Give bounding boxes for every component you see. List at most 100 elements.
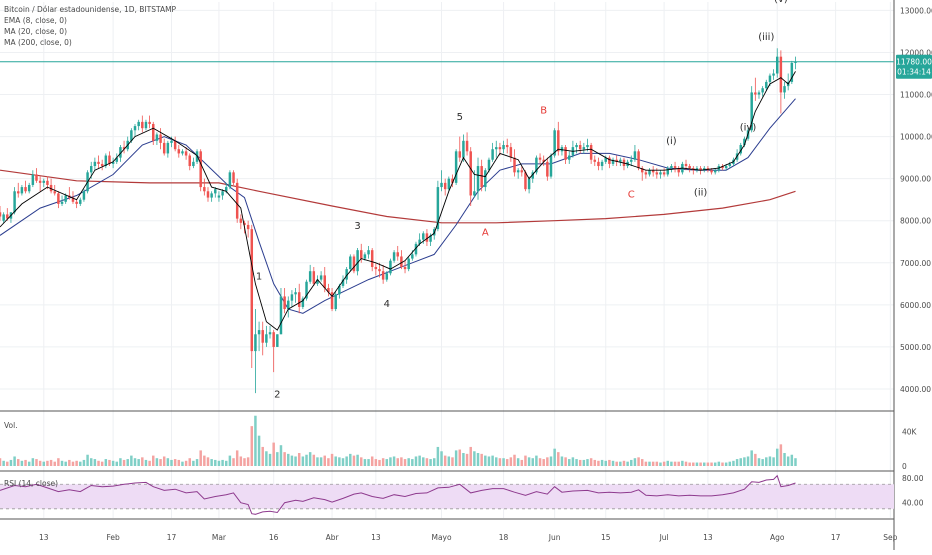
candle-body (779, 56, 783, 93)
volume-bar (546, 457, 549, 466)
candle-body (297, 292, 301, 307)
candle-body (553, 130, 556, 156)
volume-bar (38, 460, 42, 466)
time-tick-label: 13 (703, 533, 713, 542)
volume-bar (86, 454, 89, 466)
volume-bar (155, 458, 159, 466)
candle-body (294, 292, 297, 295)
candle-body (130, 130, 133, 141)
candle-body (710, 170, 713, 173)
wave-label: (i) (666, 136, 677, 147)
volume-bar (575, 459, 578, 466)
rsi-band (0, 484, 894, 509)
candle-body (476, 166, 480, 192)
candle-body (181, 151, 184, 154)
wave-label: 2 (274, 389, 280, 400)
candle-body (188, 155, 191, 167)
volume-bar (735, 459, 739, 466)
volume-bar (790, 454, 794, 466)
candle-body (323, 275, 326, 289)
candle-body (772, 73, 775, 76)
volume-bar (214, 459, 217, 466)
volume-bar (210, 459, 213, 466)
wave-label: 4 (384, 299, 390, 310)
time-tick-label: Mayo (431, 533, 452, 542)
candle-body (520, 170, 524, 173)
time-tick-label: 15 (601, 533, 611, 542)
volume-bar (615, 461, 618, 466)
candle-body (217, 195, 221, 198)
candle-body (279, 296, 283, 335)
time-tick-label: Ago (770, 533, 785, 542)
volume-bar (111, 460, 115, 466)
volume-bar (0, 458, 2, 466)
volume-bar (542, 459, 545, 466)
moving-averages (0, 61, 894, 314)
candle-body (272, 332, 275, 347)
volume-bar (673, 461, 677, 466)
volume-bar (757, 458, 761, 466)
indicator-ma200[interactable]: MA (200, close, 0) (4, 38, 72, 47)
price-tag-countdown: 01:34:14 (897, 68, 931, 77)
candle-body (400, 256, 403, 267)
volume-bar (115, 461, 119, 466)
candle-body (173, 140, 177, 150)
candle-body (524, 172, 527, 190)
candle-body (578, 145, 582, 150)
candle-body (46, 180, 49, 185)
volume-bars (0, 415, 797, 466)
volume-bar (144, 459, 148, 466)
candle-body (71, 197, 75, 202)
candle-body (724, 166, 728, 169)
volume-bar (49, 459, 53, 466)
candle-body (743, 138, 746, 146)
volume-bar (553, 448, 556, 466)
volume-bar (177, 459, 181, 466)
candle-body (557, 130, 560, 152)
candle-body (338, 285, 341, 295)
indicator-ma20[interactable]: MA (20, close, 0) (4, 27, 68, 36)
candle-body (89, 166, 93, 173)
time-tick-label: 18 (499, 533, 509, 542)
candle-body (319, 275, 323, 280)
volume-bar (630, 459, 633, 466)
volume-bar (662, 461, 666, 466)
volume-bar (268, 453, 272, 466)
volume-bar (327, 458, 330, 466)
volume-bar (199, 450, 202, 466)
volume-bar (560, 456, 564, 466)
candle-body (765, 81, 768, 89)
volume-bar (772, 457, 775, 466)
candle-body (381, 271, 385, 280)
price-tick-label: 8000.00 (900, 217, 931, 226)
wave-label: 5 (457, 112, 463, 123)
volume-bar (502, 458, 505, 466)
candle-body (436, 187, 440, 230)
volume-bar (677, 461, 680, 466)
candle-body (360, 250, 363, 259)
candle-body (111, 161, 115, 164)
volume-bar (396, 458, 399, 466)
candle-body (703, 168, 706, 171)
volume-bar (35, 459, 38, 466)
volume-bar (655, 461, 659, 466)
candle-body (330, 292, 334, 310)
volume-bar (166, 458, 170, 466)
candle-body (677, 168, 680, 173)
volume-bar (232, 458, 235, 466)
candle-body (100, 163, 104, 167)
volume-bar (192, 460, 195, 466)
symbol-title[interactable]: Bitcoin / Dólar estadounidense, 1D, BITS… (4, 5, 177, 14)
volume-bar (206, 457, 210, 466)
candle-body (462, 140, 465, 158)
volume-bar (385, 459, 389, 466)
candle-body (564, 147, 567, 160)
candle-body (761, 88, 764, 93)
indicator-ema8[interactable]: EMA (8, close, 0) (4, 16, 67, 25)
candle-body (491, 149, 494, 160)
volume-bar (316, 457, 319, 466)
volume-bar (703, 462, 706, 466)
volume-bar (334, 456, 337, 466)
